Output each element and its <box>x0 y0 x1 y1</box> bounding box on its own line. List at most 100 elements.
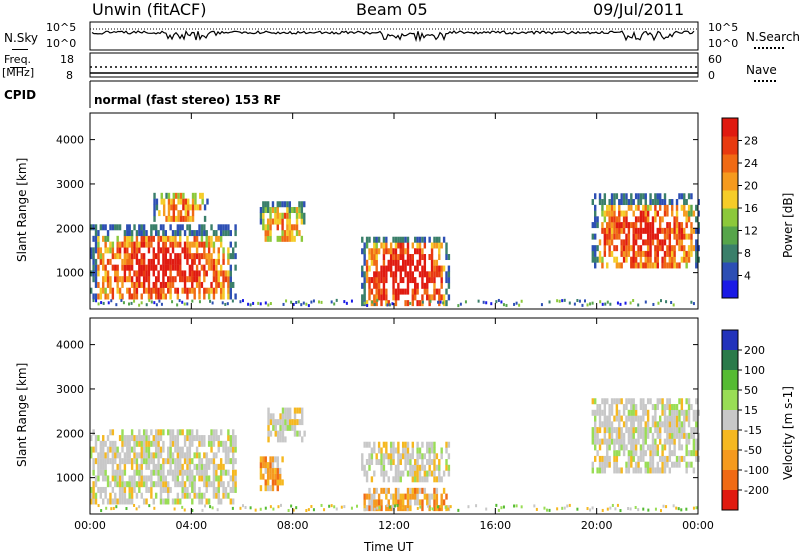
power-cell <box>271 218 275 225</box>
power-cell <box>227 258 230 265</box>
velocity-cell <box>116 475 119 482</box>
velocity-cell <box>651 421 655 428</box>
velocity-cell <box>382 453 386 460</box>
velocity-cell <box>608 404 611 411</box>
velocity-cell <box>109 492 112 499</box>
power-cell <box>195 235 199 242</box>
velocity-cell <box>421 505 424 512</box>
velocity-cell <box>695 427 698 434</box>
velocity-cell <box>387 505 390 512</box>
power-cell <box>683 199 686 206</box>
velocity-cell <box>130 429 134 436</box>
power-cell <box>654 256 657 263</box>
power-cell <box>625 210 628 217</box>
velocity-cell <box>428 470 431 477</box>
velocity-cell <box>191 440 194 447</box>
velocity-cell <box>685 461 688 468</box>
velocity-cell <box>90 492 93 499</box>
power-cell <box>515 301 518 305</box>
velocity-cell <box>145 486 148 493</box>
power-cell <box>447 282 451 289</box>
power-cell <box>186 224 189 231</box>
velocity-cell <box>118 475 122 482</box>
power-cell <box>217 276 220 283</box>
velocity-cell <box>193 475 196 482</box>
velocity-cell <box>370 459 374 466</box>
power-cell <box>421 265 424 272</box>
velocity-cell <box>690 461 693 468</box>
velocity-cell <box>668 455 672 462</box>
power-cell <box>639 199 643 206</box>
power-cell <box>128 264 131 271</box>
power-cell <box>333 302 336 306</box>
velocity-cell <box>145 446 148 453</box>
power-cell <box>440 282 443 289</box>
velocity-cell <box>259 485 263 492</box>
velocity-cell <box>307 508 310 512</box>
velocity-cell <box>217 475 220 482</box>
velocity-cell <box>598 421 602 428</box>
velocity-cell <box>114 446 117 453</box>
power-cell <box>639 245 643 252</box>
velocity-cell <box>159 446 163 453</box>
velocity-cell <box>404 441 407 448</box>
power-cell <box>121 281 124 288</box>
velocity-cell <box>642 404 645 411</box>
velocity-cell <box>269 456 272 463</box>
power-cell <box>438 242 441 249</box>
power-cell <box>219 293 223 300</box>
velocity-cell <box>176 458 180 465</box>
nsky-legend-line <box>12 49 28 50</box>
power-cell <box>654 250 657 257</box>
power-cell <box>167 264 170 271</box>
velocity-cell <box>423 470 427 477</box>
velocity-cell <box>128 492 131 499</box>
power-cell <box>622 239 626 246</box>
power-cell <box>603 245 607 252</box>
velocity-cell <box>680 409 684 416</box>
velocity-cell <box>135 435 139 442</box>
velocity-cell <box>692 467 696 474</box>
velocity-cell <box>118 463 122 470</box>
power-cell <box>92 258 95 265</box>
velocity-cell <box>546 508 548 512</box>
power-cell <box>375 294 378 301</box>
power-cell <box>382 242 386 249</box>
power-cell <box>167 276 170 283</box>
velocity-cell <box>598 409 602 416</box>
power-cell <box>406 277 410 284</box>
velocity-cell <box>259 456 263 463</box>
power-cell <box>418 248 422 255</box>
power-cell <box>138 224 141 231</box>
power-cell <box>135 247 139 254</box>
power-cell <box>399 265 402 272</box>
velocity-cell <box>634 427 638 434</box>
velocity-cell <box>680 427 684 434</box>
velocity-cell <box>613 398 616 405</box>
power-cell <box>150 287 153 294</box>
power-cell <box>671 227 674 234</box>
velocity-cell <box>666 432 669 439</box>
power-cell <box>397 242 400 249</box>
velocity-cell <box>224 446 228 453</box>
velocity-cell <box>426 493 429 500</box>
power-cell <box>288 212 292 219</box>
power-cell <box>627 250 631 257</box>
power-cell <box>548 300 551 304</box>
velocity-cell <box>535 507 538 511</box>
power-cell <box>445 242 448 249</box>
velocity-cell <box>375 453 378 460</box>
velocity-cell <box>618 427 621 434</box>
velocity-cell <box>176 429 180 436</box>
velocity-cell <box>288 419 292 426</box>
velocity-cell <box>630 409 633 416</box>
power-cell <box>198 258 201 265</box>
power-cell <box>298 212 301 219</box>
velocity-cell <box>94 492 98 499</box>
power-cell <box>123 253 127 260</box>
power-cell <box>370 248 374 255</box>
power-cell <box>207 258 211 265</box>
velocity-cell <box>106 475 110 482</box>
power-cell <box>210 224 213 231</box>
velocity-cell <box>104 469 107 476</box>
